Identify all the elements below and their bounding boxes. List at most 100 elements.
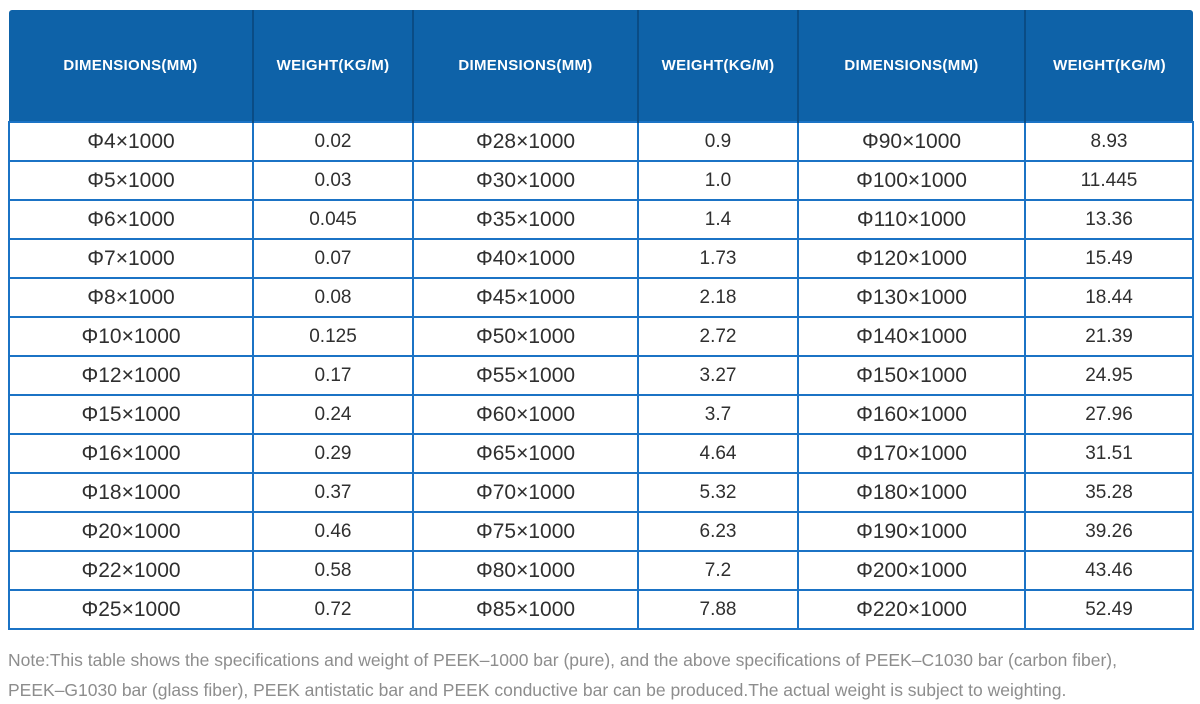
table-body: Φ4×1000 0.02 Φ28×1000 0.9 Φ90×1000 8.93 … — [8, 121, 1194, 630]
table-row: Φ7×1000 0.07 Φ40×1000 1.73 Φ120×1000 15.… — [8, 238, 1194, 279]
dimension-cell: Φ170×1000 — [797, 433, 1026, 474]
dimension-cell: Φ12×1000 — [8, 355, 254, 396]
dimension-cell: Φ90×1000 — [797, 121, 1026, 162]
dimension-cell: Φ50×1000 — [412, 316, 639, 357]
weight-cell: 24.95 — [1024, 355, 1194, 396]
dimension-cell: Φ220×1000 — [797, 589, 1026, 630]
dimension-cell: Φ5×1000 — [8, 160, 254, 201]
dimension-cell: Φ28×1000 — [412, 121, 639, 162]
dimension-cell: Φ7×1000 — [8, 238, 254, 279]
column-header-dimensions-3: DIMENSIONS(MM) — [797, 10, 1025, 122]
dimension-cell: Φ190×1000 — [797, 511, 1026, 552]
table-row: Φ10×1000 0.125 Φ50×1000 2.72 Φ140×1000 2… — [8, 316, 1194, 357]
table-row: Φ18×1000 0.37 Φ70×1000 5.32 Φ180×1000 35… — [8, 472, 1194, 513]
weight-cell: 0.58 — [252, 550, 414, 591]
weight-cell: 0.17 — [252, 355, 414, 396]
dimension-cell: Φ85×1000 — [412, 589, 639, 630]
table-row: Φ20×1000 0.46 Φ75×1000 6.23 Φ190×1000 39… — [8, 511, 1194, 552]
dimension-cell: Φ40×1000 — [412, 238, 639, 279]
dimension-cell: Φ70×1000 — [412, 472, 639, 513]
dimension-cell: Φ18×1000 — [8, 472, 254, 513]
dimension-cell: Φ130×1000 — [797, 277, 1026, 318]
dimension-cell: Φ140×1000 — [797, 316, 1026, 357]
weight-cell: 31.51 — [1024, 433, 1194, 474]
dimension-cell: Φ120×1000 — [797, 238, 1026, 279]
weight-cell: 1.0 — [637, 160, 799, 201]
dimension-cell: Φ16×1000 — [8, 433, 254, 474]
weight-cell: 1.73 — [637, 238, 799, 279]
weight-cell: 2.18 — [637, 277, 799, 318]
weight-cell: 0.08 — [252, 277, 414, 318]
weight-cell: 0.045 — [252, 199, 414, 240]
weight-cell: 0.24 — [252, 394, 414, 435]
column-header-weight-2: WEIGHT(KG/M) — [637, 10, 798, 122]
weight-cell: 4.64 — [637, 433, 799, 474]
weight-cell: 11.445 — [1024, 160, 1194, 201]
weight-cell: 0.72 — [252, 589, 414, 630]
weight-cell: 7.88 — [637, 589, 799, 630]
weight-cell: 0.125 — [252, 316, 414, 357]
table-row: Φ15×1000 0.24 Φ60×1000 3.7 Φ160×1000 27.… — [8, 394, 1194, 435]
weight-cell: 1.4 — [637, 199, 799, 240]
dimension-cell: Φ110×1000 — [797, 199, 1026, 240]
dimension-cell: Φ15×1000 — [8, 394, 254, 435]
table-row: Φ16×1000 0.29 Φ65×1000 4.64 Φ170×1000 31… — [8, 433, 1194, 474]
weight-cell: 39.26 — [1024, 511, 1194, 552]
table-row: Φ22×1000 0.58 Φ80×1000 7.2 Φ200×1000 43.… — [8, 550, 1194, 591]
dimension-cell: Φ45×1000 — [412, 277, 639, 318]
dimension-cell: Φ55×1000 — [412, 355, 639, 396]
weight-cell: 3.27 — [637, 355, 799, 396]
dimension-cell: Φ10×1000 — [8, 316, 254, 357]
weight-cell: 0.37 — [252, 472, 414, 513]
note-line: Note:This table shows the specifications… — [8, 650, 1117, 670]
dimension-cell: Φ8×1000 — [8, 277, 254, 318]
table-row: Φ25×1000 0.72 Φ85×1000 7.88 Φ220×1000 52… — [8, 589, 1194, 630]
dimension-cell: Φ22×1000 — [8, 550, 254, 591]
weight-cell: 52.49 — [1024, 589, 1194, 630]
weight-cell: 6.23 — [637, 511, 799, 552]
weight-cell: 13.36 — [1024, 199, 1194, 240]
header-row: DIMENSIONS(MM) WEIGHT(KG/M) DIMENSIONS(M… — [9, 10, 1193, 122]
weight-cell: 3.7 — [637, 394, 799, 435]
dimension-cell: Φ25×1000 — [8, 589, 254, 630]
column-header-dimensions-2: DIMENSIONS(MM) — [412, 10, 638, 122]
note-line: PEEK–G1030 bar (glass fiber), PEEK antis… — [8, 680, 1067, 700]
dimension-cell: Φ150×1000 — [797, 355, 1026, 396]
weight-cell: 7.2 — [637, 550, 799, 591]
dimension-cell: Φ75×1000 — [412, 511, 639, 552]
column-header-weight-1: WEIGHT(KG/M) — [252, 10, 413, 122]
dimension-cell: Φ35×1000 — [412, 199, 639, 240]
dimension-cell: Φ80×1000 — [412, 550, 639, 591]
weight-cell: 0.9 — [637, 121, 799, 162]
dimension-cell: Φ160×1000 — [797, 394, 1026, 435]
table-note: Note:This table shows the specifications… — [8, 645, 1192, 704]
weight-cell: 0.29 — [252, 433, 414, 474]
weight-cell: 27.96 — [1024, 394, 1194, 435]
spec-table: DIMENSIONS(MM) WEIGHT(KG/M) DIMENSIONS(M… — [8, 10, 1194, 630]
weight-cell: 0.03 — [252, 160, 414, 201]
weight-cell: 0.46 — [252, 511, 414, 552]
weight-cell: 0.02 — [252, 121, 414, 162]
dimension-cell: Φ65×1000 — [412, 433, 639, 474]
dimension-cell: Φ60×1000 — [412, 394, 639, 435]
dimension-cell: Φ4×1000 — [8, 121, 254, 162]
weight-cell: 18.44 — [1024, 277, 1194, 318]
column-header-dimensions-1: DIMENSIONS(MM) — [9, 10, 253, 122]
table-header: DIMENSIONS(MM) WEIGHT(KG/M) DIMENSIONS(M… — [9, 10, 1193, 122]
weight-cell: 0.07 — [252, 238, 414, 279]
weight-cell: 35.28 — [1024, 472, 1194, 513]
weight-cell: 5.32 — [637, 472, 799, 513]
weight-cell: 21.39 — [1024, 316, 1194, 357]
weight-cell: 2.72 — [637, 316, 799, 357]
column-header-weight-3: WEIGHT(KG/M) — [1024, 10, 1193, 122]
weight-cell: 8.93 — [1024, 121, 1194, 162]
weight-cell: 43.46 — [1024, 550, 1194, 591]
dimension-cell: Φ30×1000 — [412, 160, 639, 201]
table-row: Φ12×1000 0.17 Φ55×1000 3.27 Φ150×1000 24… — [8, 355, 1194, 396]
dimension-cell: Φ6×1000 — [8, 199, 254, 240]
table-row: Φ6×1000 0.045 Φ35×1000 1.4 Φ110×1000 13.… — [8, 199, 1194, 240]
dimension-cell: Φ200×1000 — [797, 550, 1026, 591]
table-row: Φ5×1000 0.03 Φ30×1000 1.0 Φ100×1000 11.4… — [8, 160, 1194, 201]
dimension-cell: Φ100×1000 — [797, 160, 1026, 201]
